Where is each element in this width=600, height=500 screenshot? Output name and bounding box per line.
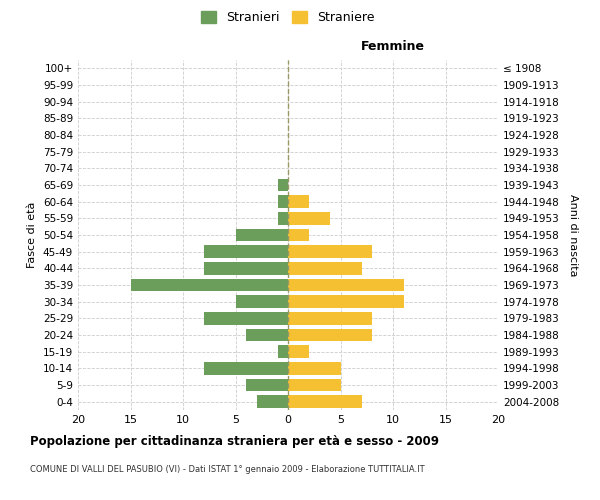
Text: Femmine: Femmine [361, 40, 425, 53]
Bar [257, 396, 288, 408]
Text: COMUNE DI VALLI DEL PASUBIO (VI) - Dati ISTAT 1° gennaio 2009 - Elaborazione TUT: COMUNE DI VALLI DEL PASUBIO (VI) - Dati … [30, 465, 425, 474]
Bar [288, 312, 372, 324]
Bar [204, 246, 288, 258]
Bar [204, 262, 288, 274]
Bar [288, 246, 372, 258]
Bar [288, 196, 309, 208]
Bar [204, 312, 288, 324]
Y-axis label: Fasce di età: Fasce di età [28, 202, 37, 268]
Bar [288, 362, 341, 374]
Legend: Stranieri, Straniere: Stranieri, Straniere [201, 11, 375, 24]
Bar [288, 279, 404, 291]
Bar [288, 262, 361, 274]
Bar [130, 279, 288, 291]
Bar [288, 379, 341, 391]
Bar [235, 296, 288, 308]
Bar [246, 379, 288, 391]
Bar [204, 362, 288, 374]
Bar [277, 196, 288, 208]
Bar [288, 329, 372, 341]
Y-axis label: Anni di nascita: Anni di nascita [568, 194, 578, 276]
Bar [277, 212, 288, 224]
Bar [288, 346, 309, 358]
Bar [288, 229, 309, 241]
Bar [288, 212, 330, 224]
Bar [277, 346, 288, 358]
Bar [288, 396, 361, 408]
Bar [235, 229, 288, 241]
Text: Popolazione per cittadinanza straniera per età e sesso - 2009: Popolazione per cittadinanza straniera p… [30, 435, 439, 448]
Bar [246, 329, 288, 341]
Bar [288, 296, 404, 308]
Bar [277, 179, 288, 192]
